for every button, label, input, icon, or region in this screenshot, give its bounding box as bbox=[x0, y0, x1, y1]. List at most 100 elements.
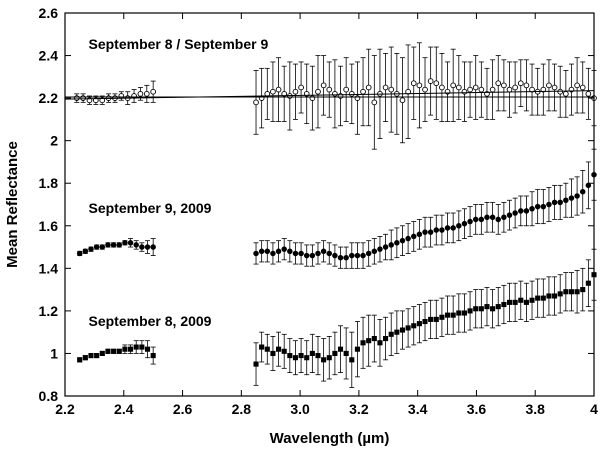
data-point bbox=[326, 355, 332, 361]
x-tick-label: 2.8 bbox=[232, 401, 252, 417]
series-1-points bbox=[73, 42, 597, 150]
data-point bbox=[518, 297, 524, 303]
data-point bbox=[343, 350, 349, 356]
data-point bbox=[118, 93, 125, 99]
data-point bbox=[546, 82, 552, 89]
data-point bbox=[433, 80, 440, 87]
data-point bbox=[276, 346, 282, 352]
data-point bbox=[416, 231, 423, 238]
y-tick-label: 1.6 bbox=[39, 218, 59, 234]
x-tick-label: 3.4 bbox=[408, 401, 428, 417]
data-point bbox=[354, 252, 361, 259]
data-point bbox=[523, 299, 529, 305]
data-point bbox=[88, 246, 94, 252]
data-point bbox=[264, 248, 271, 255]
data-point bbox=[349, 252, 355, 259]
data-point bbox=[433, 316, 439, 322]
data-point bbox=[292, 355, 299, 361]
data-point bbox=[93, 244, 100, 250]
data-point bbox=[377, 246, 383, 252]
data-point bbox=[116, 348, 122, 354]
data-point bbox=[343, 86, 350, 93]
data-point bbox=[259, 344, 265, 350]
data-point bbox=[99, 350, 105, 356]
data-point bbox=[116, 242, 123, 248]
data-point bbox=[557, 291, 563, 297]
data-point bbox=[382, 244, 389, 250]
data-point bbox=[399, 97, 406, 104]
data-point bbox=[427, 78, 434, 84]
data-point bbox=[371, 99, 378, 106]
data-point bbox=[281, 348, 287, 354]
data-point bbox=[512, 210, 518, 216]
series-3-points bbox=[77, 248, 597, 388]
data-point bbox=[388, 242, 394, 248]
data-point bbox=[99, 244, 106, 250]
data-point bbox=[529, 297, 535, 303]
axis-ticks bbox=[64, 12, 595, 397]
data-point bbox=[585, 182, 592, 189]
data-point bbox=[365, 84, 372, 91]
data-point bbox=[348, 91, 355, 97]
data-point bbox=[461, 220, 468, 227]
data-point bbox=[292, 250, 299, 257]
data-point bbox=[139, 344, 145, 350]
data-point bbox=[467, 86, 473, 93]
data-point bbox=[472, 216, 479, 223]
x-tick-label: 3.0 bbox=[290, 401, 310, 417]
data-point bbox=[365, 250, 372, 257]
data-point bbox=[258, 248, 265, 255]
data-point bbox=[287, 248, 293, 255]
data-point bbox=[354, 95, 361, 101]
data-point bbox=[298, 353, 304, 359]
data-point bbox=[111, 348, 117, 354]
data-point bbox=[128, 346, 134, 352]
series-label: September 8 / September 9 bbox=[89, 36, 269, 52]
data-point bbox=[506, 212, 513, 218]
data-point bbox=[523, 82, 530, 89]
data-point bbox=[540, 295, 546, 301]
data-point bbox=[388, 331, 394, 337]
x-tick-labels: 2.2 2.4 2.6 2.8 3.0 3.2 3.4 3.6 3.8 4 bbox=[55, 401, 598, 417]
data-point bbox=[422, 229, 428, 235]
data-point bbox=[281, 246, 287, 252]
data-point bbox=[399, 327, 406, 333]
data-point bbox=[281, 91, 288, 97]
data-point bbox=[77, 357, 83, 363]
data-point bbox=[450, 312, 456, 318]
x-tick-label: 3.6 bbox=[467, 401, 487, 417]
data-point bbox=[105, 242, 111, 248]
fit-lines bbox=[64, 90, 595, 100]
plot-frame bbox=[64, 12, 595, 397]
data-point bbox=[76, 250, 83, 257]
data-point bbox=[517, 80, 524, 87]
data-point bbox=[326, 86, 333, 93]
data-point bbox=[320, 82, 327, 89]
data-point bbox=[315, 88, 321, 95]
data-point bbox=[433, 227, 440, 233]
data-point bbox=[371, 336, 377, 342]
data-point bbox=[484, 304, 490, 310]
data-point bbox=[450, 225, 456, 231]
data-point bbox=[455, 84, 462, 91]
data-point bbox=[110, 242, 117, 248]
data-point bbox=[501, 82, 507, 89]
data-point bbox=[410, 80, 417, 87]
data-point bbox=[411, 323, 417, 329]
x-tick-label: 2.2 bbox=[55, 401, 75, 417]
y-tick-label: 1.2 bbox=[39, 303, 59, 319]
data-point bbox=[304, 355, 310, 361]
data-point bbox=[315, 353, 321, 359]
data-point bbox=[315, 250, 321, 257]
data-point bbox=[422, 86, 428, 93]
data-point bbox=[309, 350, 315, 356]
data-point bbox=[585, 280, 591, 286]
x-tick-label: 3.8 bbox=[525, 401, 545, 417]
data-point bbox=[144, 244, 151, 250]
data-point bbox=[321, 357, 327, 363]
data-point bbox=[428, 316, 434, 322]
data-point bbox=[478, 216, 485, 223]
data-point bbox=[150, 353, 156, 359]
data-point bbox=[478, 86, 485, 93]
